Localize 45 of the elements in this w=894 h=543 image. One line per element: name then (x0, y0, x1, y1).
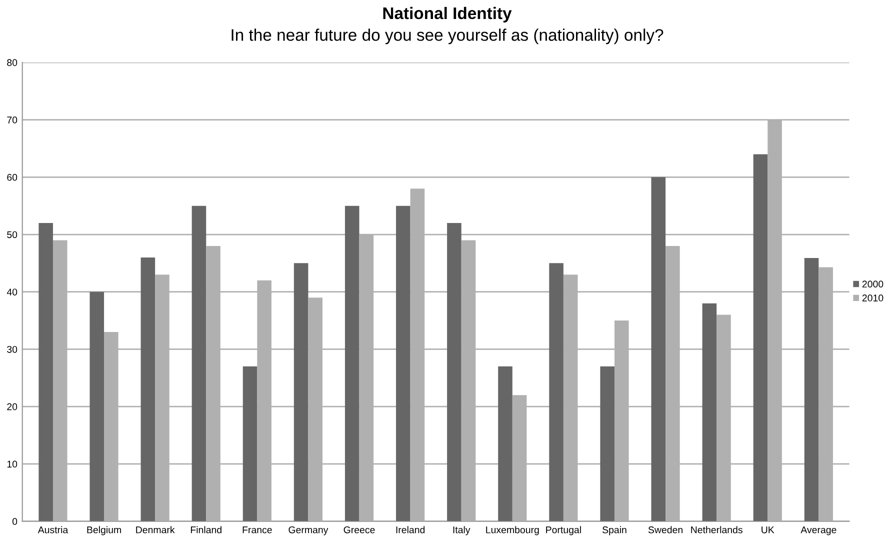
x-tick-label: Sweden (648, 526, 682, 534)
x-tick-label: Germany (288, 526, 328, 536)
bar (498, 366, 512, 522)
x-tick-label: UK (762, 526, 774, 534)
legend-label: 2010 (862, 294, 884, 302)
bar (549, 263, 564, 522)
bar (753, 154, 768, 522)
y-tick-label: 80 (7, 59, 18, 66)
y-tick-label: 30 (7, 346, 18, 353)
chart-title: National Identity (383, 6, 512, 22)
x-tick-label: Portugal (546, 526, 581, 536)
bar (294, 263, 308, 522)
y-tick-label: 10 (7, 460, 18, 468)
x-tick-label: Austria (38, 526, 68, 534)
bar (651, 177, 666, 522)
x-tick-label: Belgium (87, 526, 121, 536)
y-tick-label: 50 (7, 231, 18, 238)
y-tick-label: 20 (7, 403, 18, 410)
x-tick-label: Finland (190, 526, 222, 534)
bar (90, 292, 104, 522)
y-tick-label: 70 (7, 116, 18, 124)
x-tick-label: Italy (453, 526, 470, 536)
y-tick-label: 60 (7, 174, 18, 181)
x-tick-label: Denmark (136, 526, 175, 534)
bar (600, 366, 614, 522)
x-tick-label: Average (800, 526, 836, 536)
bar (344, 206, 360, 522)
x-tick-label: France (242, 526, 272, 534)
chart-subtitle: In the near future do you see yourself as (nationality) only? (232, 28, 664, 44)
bar (396, 206, 410, 522)
y-tick-label: 40 (6, 288, 18, 296)
bar (242, 366, 258, 522)
bar (447, 223, 462, 522)
x-tick-label: Netherlands (691, 526, 742, 534)
y-tick-label: 0 (12, 518, 18, 525)
bar (38, 223, 53, 522)
bar (702, 303, 717, 522)
x-tick-label: Greece (344, 526, 375, 534)
legend-label: 2000 (862, 280, 884, 288)
bar (804, 258, 819, 522)
bar (192, 206, 206, 522)
bar (140, 257, 156, 522)
x-tick-label: Luxembourg (486, 526, 539, 536)
x-tick-label: Spain (602, 526, 626, 536)
x-tick-label: Ireland (396, 526, 425, 534)
